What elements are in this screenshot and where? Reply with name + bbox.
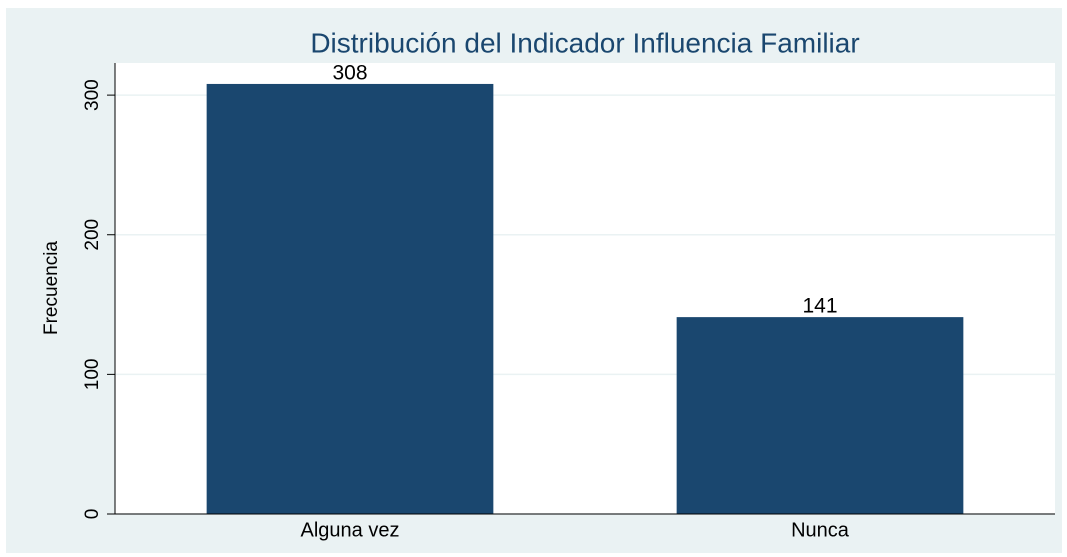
y-tick-label: 300 [82, 79, 103, 111]
data-label: 308 [332, 61, 367, 84]
x-tick-label: Nunca [791, 519, 850, 541]
data-label: 141 [802, 295, 837, 318]
y-tick-label: 0 [82, 509, 103, 520]
x-tick-label: Alguna vez [301, 519, 400, 541]
chart-title: Distribución del Indicador Influencia Fa… [310, 27, 859, 58]
bar [206, 83, 494, 514]
bar [676, 317, 964, 514]
y-tick-label: 100 [82, 359, 103, 391]
y-tick-label: 200 [82, 219, 103, 251]
y-axis-label: Frecuencia [41, 241, 62, 335]
